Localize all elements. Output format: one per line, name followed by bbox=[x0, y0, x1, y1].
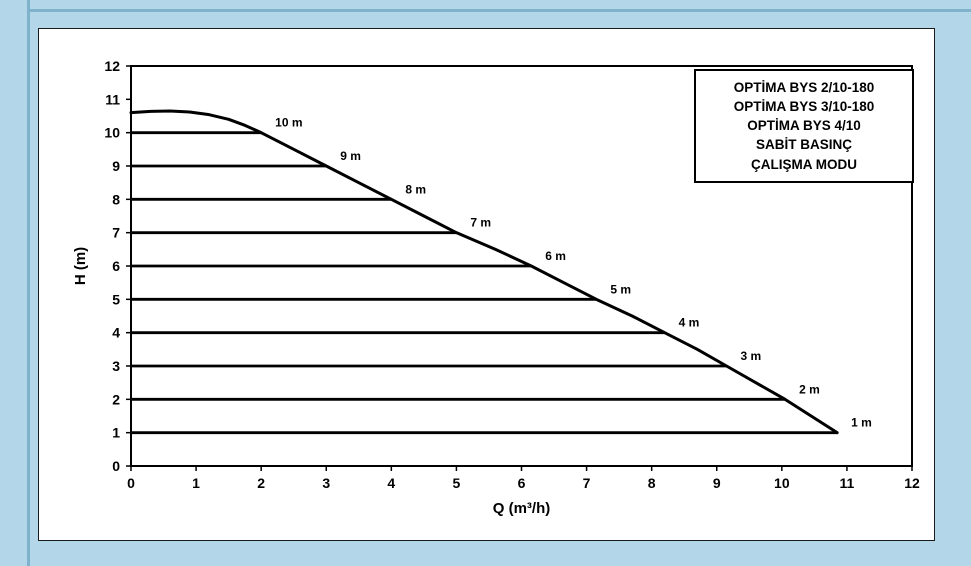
y-tick-label: 2 bbox=[112, 391, 120, 407]
pressure-line-label: 3 m bbox=[741, 349, 762, 363]
page-edge-vertical bbox=[27, 0, 30, 566]
x-tick-label: 12 bbox=[904, 475, 920, 491]
page-edge-horizontal bbox=[27, 9, 971, 12]
x-tick-label: 9 bbox=[713, 475, 721, 491]
x-tick-label: 6 bbox=[518, 475, 526, 491]
x-tick-label: 2 bbox=[257, 475, 265, 491]
x-axis-label: Q (m³/h) bbox=[493, 500, 551, 517]
pressure-line-label: 1 m bbox=[851, 416, 872, 430]
x-tick-label: 10 bbox=[774, 475, 790, 491]
pump-curve bbox=[129, 109, 839, 435]
y-tick-label: 12 bbox=[104, 58, 120, 74]
x-tick-label: 11 bbox=[840, 475, 855, 491]
x-tick-label: 1 bbox=[192, 475, 200, 491]
x-tick-label: 4 bbox=[387, 475, 395, 491]
x-tick-label: 3 bbox=[322, 475, 330, 491]
y-tick-label: 3 bbox=[112, 358, 120, 374]
x-tick-label: 0 bbox=[127, 475, 135, 491]
y-tick-label: 6 bbox=[112, 258, 120, 274]
y-tick-label: 1 bbox=[112, 425, 120, 441]
y-tick-label: 8 bbox=[112, 191, 120, 207]
y-tick-label: 0 bbox=[112, 458, 120, 474]
pressure-line-label: 7 m bbox=[470, 216, 491, 230]
y-tick-label: 11 bbox=[105, 91, 120, 107]
pressure-line-label: 9 m bbox=[340, 149, 361, 163]
pressure-line-label: 4 m bbox=[679, 316, 700, 330]
legend-line-3: OPTİMA BYS 4/10 bbox=[747, 118, 861, 134]
y-tick-label: 4 bbox=[112, 325, 120, 341]
x-tick-label: 8 bbox=[648, 475, 656, 491]
legend-box: OPTİMA BYS 2/10-180 OPTİMA BYS 3/10-180 … bbox=[694, 69, 914, 183]
legend-line-2: OPTİMA BYS 3/10-180 bbox=[733, 99, 875, 115]
y-tick-label: 10 bbox=[104, 125, 120, 141]
y-tick-label: 5 bbox=[112, 291, 120, 307]
pressure-line-label: 2 m bbox=[799, 382, 820, 396]
legend-line-1: OPTİMA BYS 2/10-180 bbox=[733, 80, 875, 95]
y-tick-label: 7 bbox=[112, 225, 120, 241]
pressure-line-label: 10 m bbox=[275, 116, 302, 130]
x-tick-label: 5 bbox=[453, 475, 461, 491]
y-tick-label: 9 bbox=[112, 158, 120, 174]
pressure-line-label: 8 m bbox=[405, 182, 426, 196]
pressure-line-label: 6 m bbox=[545, 249, 566, 263]
pressure-line-label: 5 m bbox=[610, 282, 631, 296]
x-tick-label: 7 bbox=[583, 475, 591, 491]
legend-line-5: ÇALIŞMA MODU bbox=[751, 156, 857, 172]
legend-line-4: SABİT BASINÇ bbox=[755, 137, 852, 153]
y-axis-label: H (m) bbox=[72, 247, 89, 285]
